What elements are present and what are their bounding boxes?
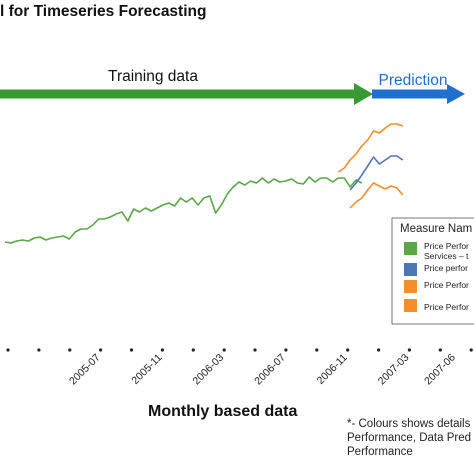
x-tick-label: 2006-11 <box>315 352 350 387</box>
x-axis-title: Monthly based data <box>148 403 298 420</box>
x-tick-dot <box>407 348 411 352</box>
prediction-arrow-head <box>447 84 465 104</box>
x-tick-label: 2005-07 <box>67 352 103 388</box>
legend-label: Services – t <box>424 251 469 261</box>
x-tick-dot <box>346 348 350 352</box>
series-layer <box>4 123 404 244</box>
x-tick-dot <box>284 348 288 352</box>
training-arrow-head <box>354 83 373 105</box>
legend-label: Price perfor <box>424 263 468 273</box>
x-tick-dot <box>222 348 226 352</box>
footnote: *- Colours shows details Performance, Da… <box>347 417 471 459</box>
x-tick-label: 2007-03 <box>376 352 412 388</box>
x-tick-dot <box>160 348 164 352</box>
x-tick-dot <box>68 348 72 352</box>
x-tick-label: 2006-03 <box>191 352 227 388</box>
x-tick-dot <box>129 348 134 352</box>
legend-swatch <box>404 242 417 255</box>
annotations-layer: Training data Prediction <box>0 68 465 105</box>
x-tick-dot <box>315 348 319 352</box>
footnote-line-2: Performance, Data Pred <box>347 432 472 444</box>
training-data-label: Training data <box>108 68 198 85</box>
x-tick-dot <box>191 348 195 352</box>
footnote-line-1: *- Colours shows details <box>347 418 471 430</box>
x-tick-dot <box>6 348 10 352</box>
x-tick-dot <box>469 348 473 352</box>
legend-label: Price Perfor <box>424 241 469 251</box>
x-tick-dot <box>37 348 41 352</box>
x-tick-label: 2005-11 <box>129 352 164 387</box>
legend-swatch <box>404 263 417 276</box>
chart-title: l for Timeseries Forecasting <box>0 3 207 20</box>
x-tick-label: 2006-07 <box>252 352 288 388</box>
series-line-2 <box>349 155 404 191</box>
legend-swatch <box>404 299 417 312</box>
series-line-1 <box>4 176 363 244</box>
x-tick-dot <box>377 348 381 352</box>
legend-swatch <box>404 280 417 293</box>
x-tick-dot <box>253 348 257 352</box>
legend-label: Price Perfor <box>424 280 469 290</box>
x-tick-label: 2007-06 <box>422 352 458 388</box>
footnote-line-3: Performance <box>347 446 413 458</box>
legend-label: Price Perfor <box>424 302 469 312</box>
x-tick-dot <box>99 348 103 352</box>
prediction-label: Prediction <box>379 72 448 89</box>
x-tick-dot <box>438 348 442 352</box>
series-line-4 <box>349 182 404 209</box>
legend-title: Measure Nam <box>400 223 472 235</box>
series-line-3 <box>337 123 404 173</box>
